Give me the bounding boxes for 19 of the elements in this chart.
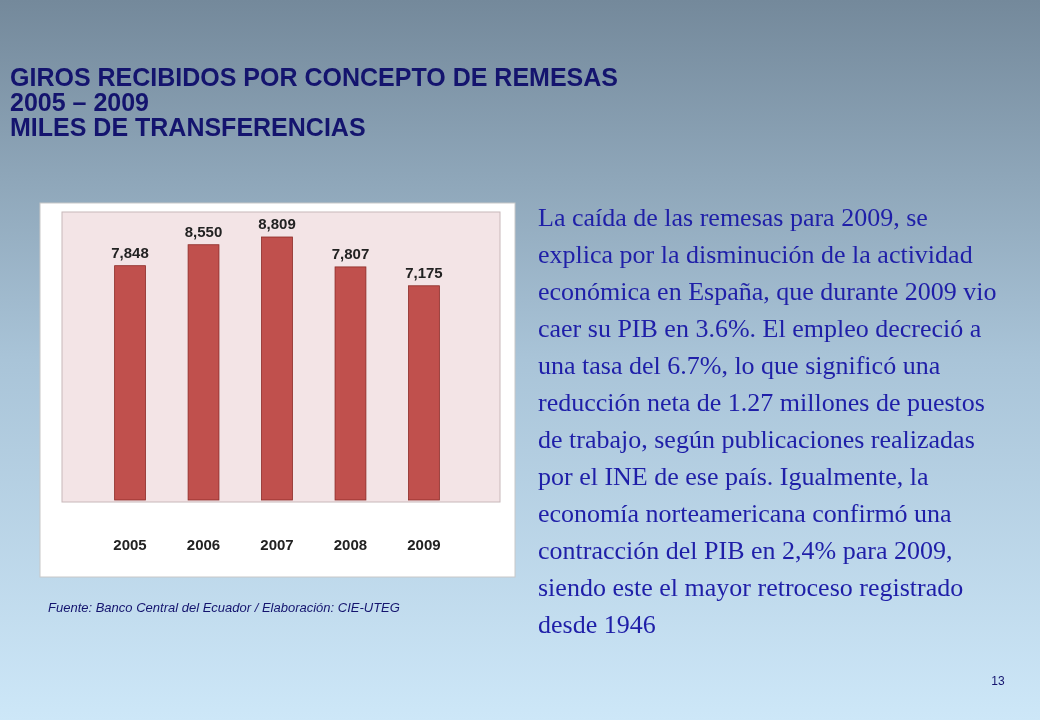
- data-label: 7,848: [111, 243, 149, 261]
- bar: [261, 236, 293, 501]
- bar: [187, 244, 220, 501]
- text: 13: [991, 674, 1005, 688]
- bar: [334, 266, 367, 501]
- data-label: 8,550: [184, 222, 223, 240]
- chart-title: GIROS RECIBIDOS POR CONCEPTO DE REMESAS 2005 – 2009 MILES DE TRANSFERENCIAS: [10, 63, 618, 141]
- text: La caída de las remesas para 2009, se explica por la disminución de la actividad económica en España, que durante 2009 vio caer su PIB en 3.6%. El empleo decreció a una tasa del 6.7%, lo que significó una reducción neta de 1.27 millones de puestos de trabajo, según publicaciones realizadas por el INE de ese país. Igualmente, la economía norteamericana confirmó una contracción del PIB en 2,4% para 2009, siendo este el mayor retroceso registrado desde 1946: [538, 203, 997, 639]
- data-label: 7,807: [331, 244, 370, 262]
- data-label: 7,175: [405, 263, 443, 281]
- x-tick-label: 2007: [260, 536, 294, 553]
- source-note: Fuente: Banco Central del Ecuador / Elaboración: CIE-UTEG: [48, 600, 400, 615]
- data-label: 8,809: [258, 215, 296, 232]
- x-tick-label: 2006: [186, 536, 221, 553]
- bar: [114, 265, 146, 501]
- bar: [408, 285, 440, 501]
- x-tick-label: 2005: [113, 536, 147, 553]
- x-tick-label: 2009: [407, 536, 441, 553]
- x-tick-label: 2008: [333, 536, 368, 553]
